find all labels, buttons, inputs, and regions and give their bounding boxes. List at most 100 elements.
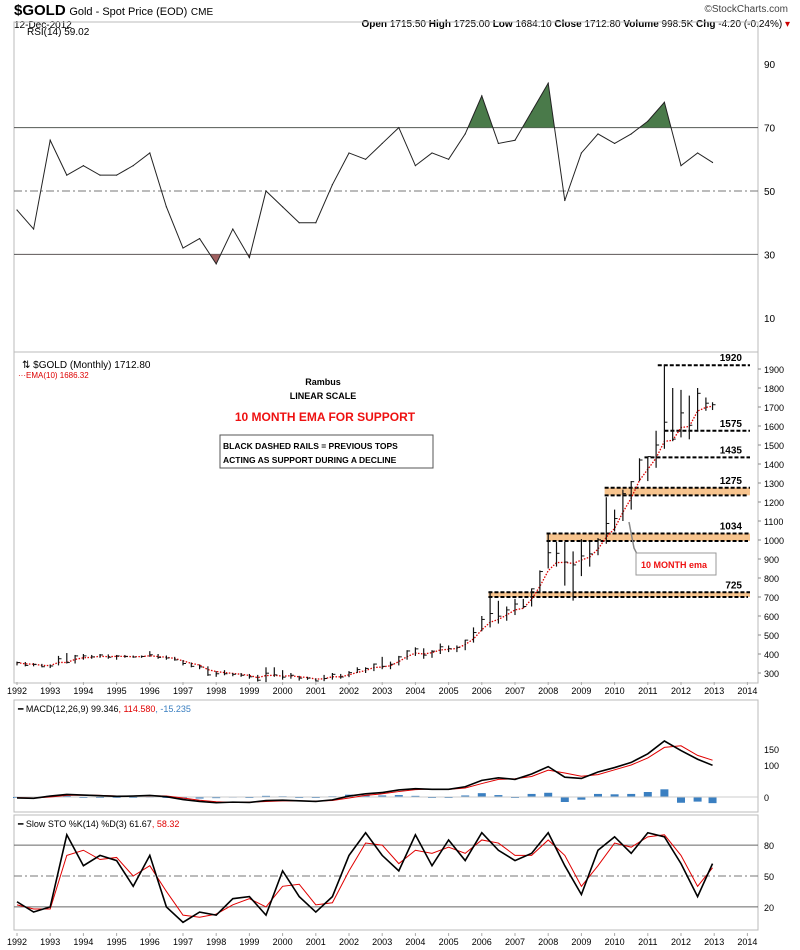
rsi-point — [165, 206, 167, 208]
down-arrow-icon: ▾ — [784, 19, 790, 30]
rsi-point — [597, 133, 599, 135]
rail-label: 1034 — [720, 522, 743, 533]
rsi-tick-label: 90 — [764, 60, 776, 71]
year-tick-label: 2014 — [737, 937, 757, 947]
price-tick-label: 300 — [764, 669, 779, 679]
chart-date: 12-Dec-2012 — [14, 20, 72, 31]
rail-label: 1435 — [720, 445, 743, 456]
rsi-tick-label: 70 — [764, 124, 776, 135]
open-label: Open — [361, 19, 388, 30]
chart-header-title: $GOLD Gold - Spot Price (EOD) CME — [14, 2, 213, 19]
sto-k-line — [16, 831, 714, 924]
macd-histogram-bar — [627, 793, 636, 797]
rsi-point — [116, 174, 118, 176]
sto-tick-label: 80 — [764, 841, 774, 851]
macd-histogram-bar — [212, 797, 221, 799]
sto-d-line — [16, 834, 713, 918]
macd-histogram-bar — [477, 793, 486, 797]
year-tick-label: 1998 — [206, 686, 226, 696]
price-tick-label: 1400 — [764, 460, 784, 470]
exchange: CME — [190, 7, 214, 18]
rsi-point — [49, 139, 51, 141]
sto-d-legend: , 58.32 — [152, 819, 180, 829]
ema-legend: ···EMA(10) 1686.32 — [18, 371, 89, 380]
year-tick-label: 2008 — [538, 937, 558, 947]
year-tick-label: 2013 — [704, 937, 724, 947]
support-band — [604, 487, 750, 496]
year-tick-label: 1998 — [206, 937, 226, 947]
rsi-point — [547, 82, 549, 84]
macd-histogram-bar — [378, 795, 387, 797]
rsi-point — [398, 127, 400, 129]
year-tick-label: 2012 — [671, 937, 691, 947]
open-value: 1715.50 — [389, 19, 426, 30]
macd-histogram-bar — [361, 795, 370, 797]
volume-label: Volume — [623, 19, 659, 30]
annotation-title: 10 MONTH EMA FOR SUPPORT — [235, 410, 416, 424]
price-tick-label: 1800 — [764, 384, 784, 394]
panel-frame — [13, 814, 759, 931]
rsi-point — [315, 222, 317, 224]
rsi-point — [614, 142, 616, 145]
macd-tick-label: 100 — [764, 761, 779, 771]
year-tick-label: 2000 — [273, 686, 293, 696]
rsi-point — [199, 237, 201, 240]
macd-histogram-bar — [394, 795, 403, 797]
rsi-point — [414, 165, 416, 167]
price-tick-label: 1900 — [764, 365, 784, 375]
year-tick-label: 1994 — [73, 937, 93, 947]
sto-legend: ━ Slow STO %K(14) %D(3) 61.67, 58.32 — [17, 819, 179, 829]
rsi-line — [16, 81, 713, 265]
macd-histogram-bar — [62, 795, 71, 797]
rsi-point — [265, 190, 267, 192]
year-tick-label: 2003 — [372, 686, 392, 696]
rsi-point — [348, 152, 350, 154]
rsi-point — [298, 222, 300, 224]
rsi-point — [663, 101, 666, 103]
close-value: 1712.80 — [584, 19, 621, 30]
rsi-point — [711, 161, 714, 164]
macd-hist-legend: , -15.235 — [155, 704, 191, 714]
year-tick-label: 1996 — [140, 937, 160, 947]
macd-histogram-bar — [643, 792, 652, 797]
rsi-overbought-fill — [17, 83, 713, 128]
price-tick-label: 1700 — [764, 403, 784, 413]
sto-tick-label: 50 — [764, 872, 774, 882]
symbol: $GOLD — [14, 2, 66, 19]
price-legend: ⇅ $GOLD (Monthly) 1712.80 — [22, 360, 151, 371]
rsi-point — [149, 152, 151, 154]
year-tick-label: 2001 — [306, 686, 326, 696]
macd-histogram-bar — [594, 793, 602, 797]
year-tick-label: 2011 — [638, 686, 657, 696]
sto-tick-label: 20 — [764, 903, 774, 913]
macd-tick-label: 0 — [764, 793, 769, 803]
price-tick-label: 1200 — [764, 498, 784, 508]
year-tick-label: 1996 — [140, 686, 160, 696]
rsi-point — [680, 165, 682, 167]
high-value: 1725.00 — [453, 19, 490, 30]
year-tick-label: 1997 — [173, 686, 193, 696]
macd-histogram-bar — [577, 797, 586, 800]
rsi-point — [381, 142, 383, 145]
price-tick-label: 1600 — [764, 422, 784, 432]
macd-line — [16, 740, 713, 804]
rsi-tick-label: 10 — [764, 314, 776, 325]
year-tick-label: 1992 — [7, 686, 27, 696]
rsi-oversold-fill — [17, 254, 713, 264]
rail-label: 725 — [725, 580, 742, 591]
price-tick-label: 600 — [764, 612, 779, 622]
year-tick-label: 2002 — [339, 937, 359, 947]
rsi-point — [232, 228, 234, 230]
price-tick-label: 1000 — [764, 536, 784, 546]
rsi-point — [531, 111, 533, 113]
low-value: 1684.10 — [515, 19, 552, 30]
annotation-author: Rambus — [305, 377, 341, 387]
macd-histogram-bar — [262, 795, 270, 797]
rsi-point — [16, 209, 18, 211]
rsi-point — [132, 165, 134, 167]
macd-histogram-bar — [411, 795, 420, 797]
instrument-name: Gold - Spot Price (EOD) — [69, 6, 188, 18]
ohlc-summary: Open 1715.50 High 1725.00 Low 1684.10 Cl… — [361, 19, 790, 30]
price-tick-label: 500 — [764, 631, 779, 641]
